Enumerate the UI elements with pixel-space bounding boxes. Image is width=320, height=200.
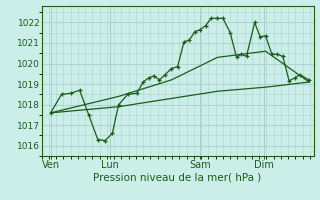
X-axis label: Pression niveau de la mer( hPa ): Pression niveau de la mer( hPa ) bbox=[93, 173, 262, 183]
